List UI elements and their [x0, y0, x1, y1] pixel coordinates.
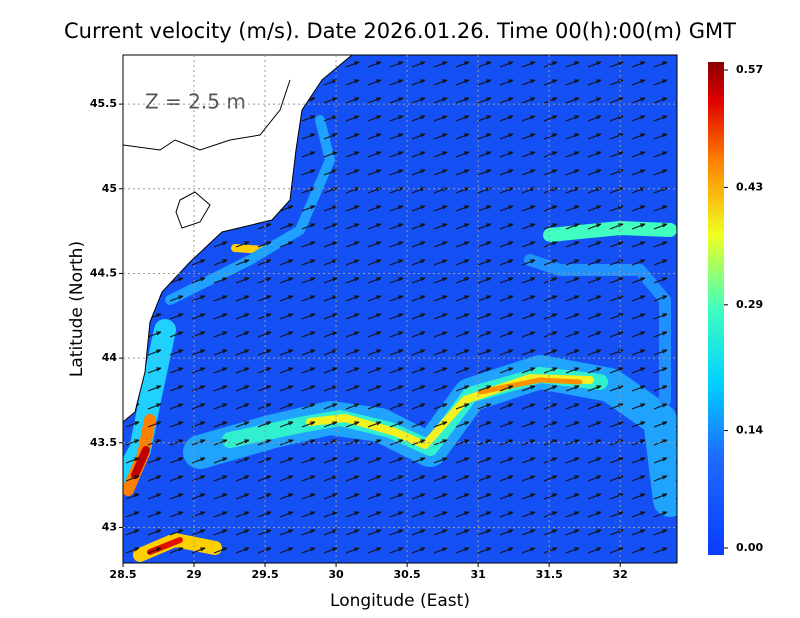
title: Current velocity (m/s). Date 2026.01.26.… [64, 19, 736, 43]
y-tick-label: 45 [102, 182, 117, 195]
x-tick-label: 30.5 [394, 568, 421, 581]
x-tick-label: 29.5 [251, 568, 278, 581]
y-tick-label: 43.5 [90, 436, 117, 449]
velocity-field [123, 55, 677, 563]
colorbar-tick-label: 0.29 [736, 298, 763, 311]
x-axis-label: Longitude (East) [330, 591, 470, 611]
depth-annotation: Z = 2.5 m [145, 90, 246, 114]
y-tick-label: 44 [102, 351, 118, 364]
x-tick-label: 32 [613, 568, 628, 581]
x-tick-label: 28.5 [109, 568, 136, 581]
y-axis-label: Latitude (North) [67, 241, 87, 377]
colorbar-tick-label: 0.00 [736, 541, 763, 554]
colorbar-tick-label: 0.43 [736, 180, 763, 193]
x-tick-label: 31.5 [536, 568, 563, 581]
y-tick-label: 43 [102, 520, 117, 533]
colorbar [708, 62, 724, 555]
colorbar-tick-label: 0.57 [736, 63, 763, 76]
x-tick-label: 31 [470, 568, 485, 581]
x-tick-label: 29 [186, 568, 201, 581]
y-tick-label: 45.5 [90, 97, 117, 110]
x-tick-label: 30 [328, 568, 344, 581]
plot-frame [122, 54, 678, 564]
y-tick-label: 44.5 [90, 266, 117, 279]
colorbar-tick-label: 0.14 [736, 424, 763, 437]
